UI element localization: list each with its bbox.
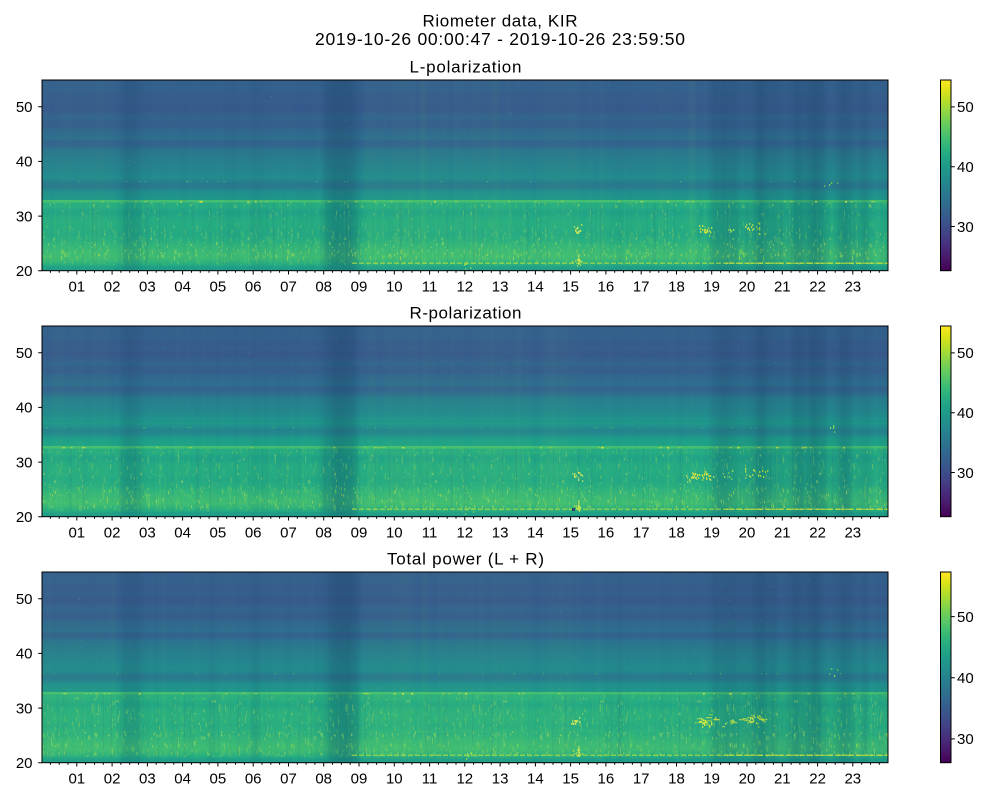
svg-text:14: 14 (527, 525, 544, 542)
svg-text:08: 08 (315, 525, 332, 542)
svg-text:40: 40 (957, 159, 974, 176)
svg-text:21: 21 (774, 525, 791, 542)
svg-text:13: 13 (492, 771, 509, 788)
svg-text:R-polarization: R-polarization (410, 303, 522, 322)
svg-text:20: 20 (16, 263, 33, 280)
svg-text:12: 12 (456, 771, 473, 788)
svg-text:07: 07 (280, 771, 297, 788)
svg-text:18: 18 (668, 279, 685, 296)
svg-text:17: 17 (633, 771, 650, 788)
svg-text:22: 22 (809, 771, 826, 788)
svg-text:01: 01 (68, 771, 85, 788)
svg-text:18: 18 (668, 525, 685, 542)
svg-text:16: 16 (598, 771, 615, 788)
svg-text:12: 12 (456, 279, 473, 296)
svg-text:13: 13 (492, 279, 509, 296)
svg-text:23: 23 (844, 279, 861, 296)
svg-text:02: 02 (104, 279, 121, 296)
svg-text:30: 30 (957, 465, 974, 482)
svg-text:02: 02 (104, 771, 121, 788)
svg-text:06: 06 (245, 525, 262, 542)
svg-text:07: 07 (280, 525, 297, 542)
svg-text:18: 18 (668, 771, 685, 788)
svg-text:09: 09 (351, 771, 368, 788)
svg-text:14: 14 (527, 279, 544, 296)
svg-text:23: 23 (844, 771, 861, 788)
svg-text:20: 20 (739, 525, 756, 542)
svg-text:14: 14 (527, 771, 544, 788)
svg-text:10: 10 (386, 279, 403, 296)
svg-text:50: 50 (957, 345, 974, 362)
svg-text:13: 13 (492, 525, 509, 542)
svg-text:20: 20 (16, 755, 33, 772)
svg-text:19: 19 (703, 279, 720, 296)
svg-text:08: 08 (315, 771, 332, 788)
svg-text:12: 12 (456, 525, 473, 542)
svg-text:06: 06 (245, 279, 262, 296)
svg-text:09: 09 (351, 525, 368, 542)
svg-text:Total power (L + R): Total power (L + R) (387, 549, 544, 568)
svg-text:30: 30 (16, 700, 33, 717)
svg-text:30: 30 (16, 454, 33, 471)
svg-text:15: 15 (562, 279, 579, 296)
svg-text:01: 01 (68, 279, 85, 296)
svg-text:50: 50 (16, 99, 33, 116)
svg-text:22: 22 (809, 279, 826, 296)
svg-text:19: 19 (703, 771, 720, 788)
svg-text:L-polarization: L-polarization (410, 57, 522, 76)
svg-text:40: 40 (957, 670, 974, 687)
svg-text:30: 30 (957, 731, 974, 748)
svg-text:23: 23 (844, 525, 861, 542)
svg-text:50: 50 (957, 609, 974, 626)
svg-text:04: 04 (174, 279, 191, 296)
svg-text:10: 10 (386, 771, 403, 788)
svg-text:30: 30 (957, 219, 974, 236)
svg-text:11: 11 (422, 279, 438, 296)
svg-text:15: 15 (562, 771, 579, 788)
svg-text:02: 02 (104, 525, 121, 542)
svg-text:Riometer data, KIR: Riometer data, KIR (423, 12, 578, 31)
svg-text:21: 21 (774, 771, 791, 788)
svg-text:50: 50 (16, 591, 33, 608)
svg-text:05: 05 (210, 771, 227, 788)
svg-text:08: 08 (315, 279, 332, 296)
svg-text:03: 03 (139, 771, 156, 788)
svg-text:40: 40 (16, 154, 33, 171)
svg-text:15: 15 (562, 525, 579, 542)
svg-text:21: 21 (774, 279, 791, 296)
svg-text:11: 11 (422, 525, 438, 542)
svg-text:22: 22 (809, 525, 826, 542)
svg-text:16: 16 (598, 525, 615, 542)
svg-text:50: 50 (957, 99, 974, 116)
svg-text:16: 16 (598, 279, 615, 296)
svg-text:06: 06 (245, 771, 262, 788)
svg-text:10: 10 (386, 525, 403, 542)
svg-text:20: 20 (16, 509, 33, 526)
svg-text:19: 19 (703, 525, 720, 542)
svg-text:09: 09 (351, 279, 368, 296)
svg-text:40: 40 (16, 400, 33, 417)
svg-text:03: 03 (139, 525, 156, 542)
svg-text:17: 17 (633, 525, 650, 542)
svg-text:11: 11 (422, 771, 438, 788)
svg-text:04: 04 (174, 771, 191, 788)
svg-text:40: 40 (957, 405, 974, 422)
svg-text:2019-10-26 00:00:47 - 2019-10-: 2019-10-26 00:00:47 - 2019-10-26 23:59:5… (315, 29, 685, 49)
svg-text:40: 40 (16, 646, 33, 663)
svg-text:07: 07 (280, 279, 297, 296)
svg-text:01: 01 (68, 525, 85, 542)
svg-text:30: 30 (16, 208, 33, 225)
svg-text:05: 05 (210, 279, 227, 296)
svg-text:04: 04 (174, 525, 191, 542)
svg-text:50: 50 (16, 345, 33, 362)
svg-text:03: 03 (139, 279, 156, 296)
svg-text:05: 05 (210, 525, 227, 542)
svg-text:17: 17 (633, 279, 650, 296)
svg-text:20: 20 (739, 279, 756, 296)
svg-text:20: 20 (739, 771, 756, 788)
